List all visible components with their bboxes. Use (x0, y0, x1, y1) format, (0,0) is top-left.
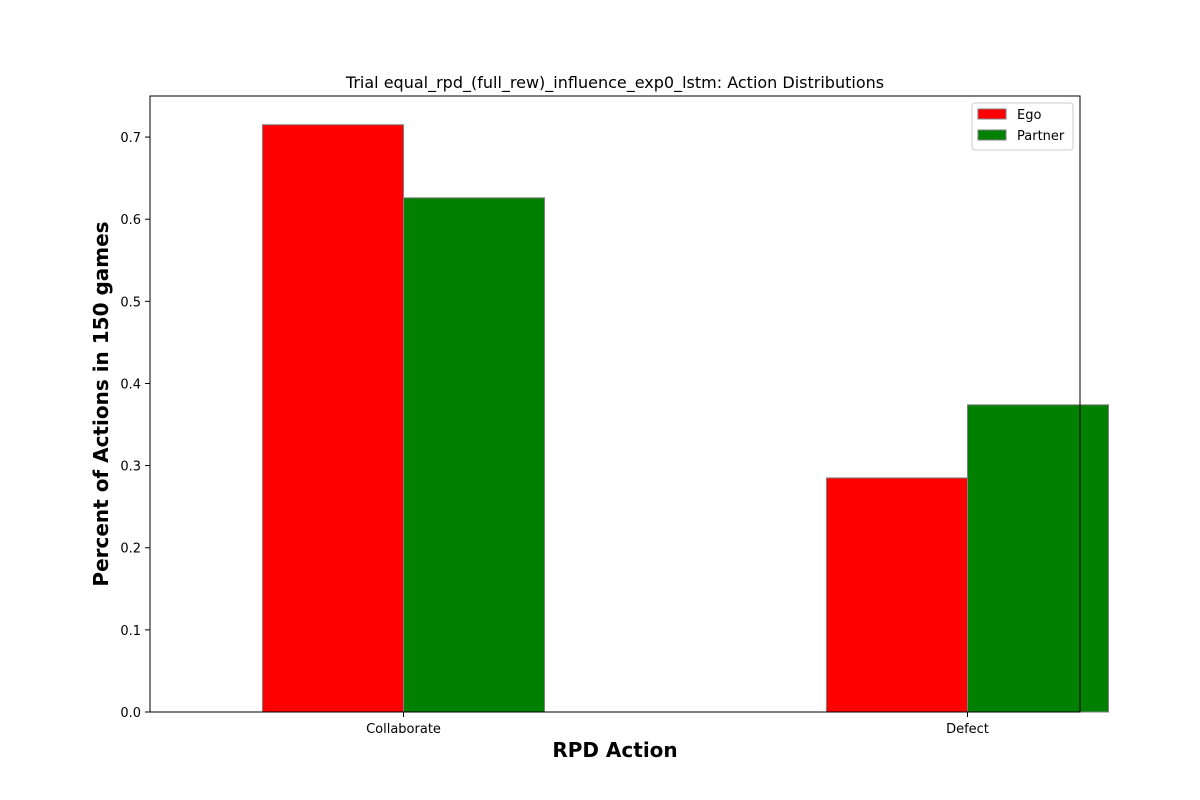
x-axis: Collaborate Defect (366, 712, 989, 737)
y-axis-label: Percent of Actions in 150 games (89, 221, 113, 586)
y-tick-label: 0.5 (120, 295, 141, 310)
bar-partner-collaborate (403, 197, 545, 713)
legend-swatch-partner (977, 129, 1007, 141)
legend-label-partner: Partner (1017, 129, 1065, 144)
x-axis-label: RPD Action (552, 738, 677, 762)
y-tick-label: 0.6 (120, 213, 141, 228)
legend: Ego Partner (971, 102, 1074, 151)
y-tick-label: 0.1 (120, 624, 141, 639)
y-tick-label: 0.3 (120, 460, 141, 475)
y-axis: 0.0 0.1 0.2 0.3 0.4 0.5 0.6 0.7 (120, 131, 150, 721)
x-tick-label: Collaborate (366, 722, 441, 737)
bar-partner-defect (967, 404, 1109, 713)
legend-swatch-ego (977, 108, 1007, 120)
legend-label-ego: Ego (1017, 108, 1041, 123)
bars-group (262, 124, 1109, 713)
x-tick-label: Defect (946, 722, 989, 737)
chart-title: Trial equal_rpd_(full_rew)_influence_exp… (345, 73, 884, 93)
y-tick-label: 0.7 (120, 131, 141, 146)
y-tick-label: 0.0 (120, 706, 141, 721)
bar-ego-collaborate (262, 124, 404, 713)
y-tick-label: 0.4 (120, 377, 141, 392)
plot-frame (149, 95, 1081, 713)
bar-ego-defect (826, 477, 968, 713)
y-tick-label: 0.2 (120, 542, 141, 557)
